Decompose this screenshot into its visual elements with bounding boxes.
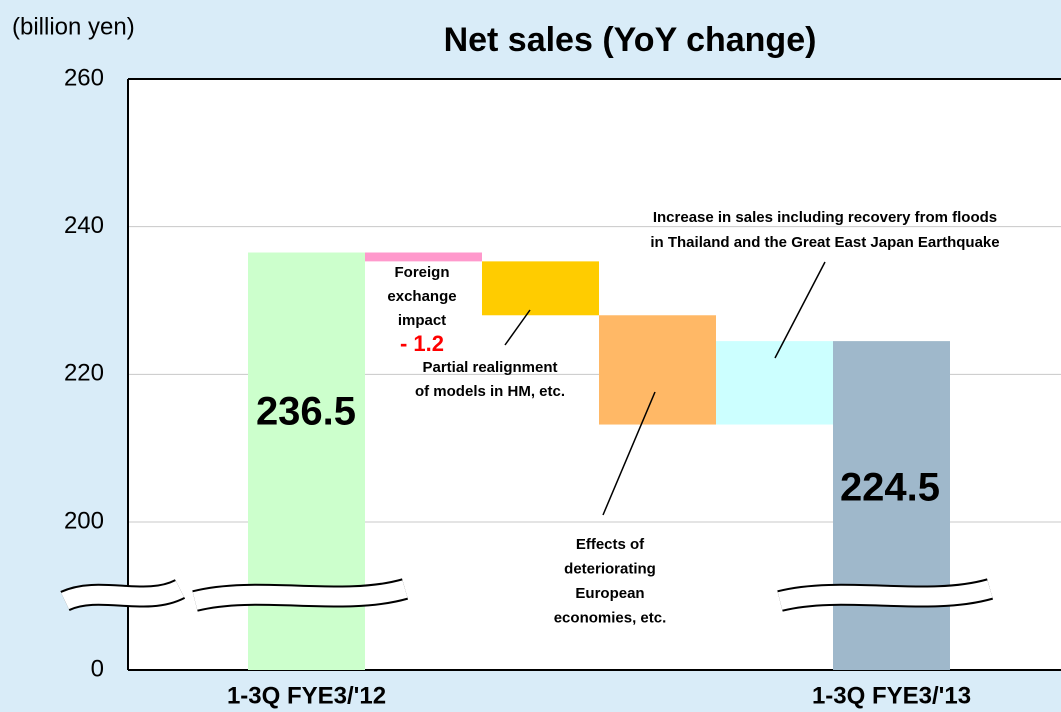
leader-line [602, 391, 656, 516]
bar [482, 261, 599, 316]
value-label: 224.5 [840, 466, 940, 510]
y-tick-label: 0 [91, 655, 104, 682]
chart-title: Net sales (YoY change) [444, 21, 817, 59]
annotation: impact [398, 312, 446, 329]
axis-break [192, 580, 408, 610]
annotation: Foreign [395, 264, 450, 281]
annotation: economies, etc. [554, 609, 667, 626]
y-tick-label: 260 [64, 64, 104, 91]
axis-break [777, 580, 993, 610]
axis-break [61, 580, 185, 610]
bar [599, 315, 716, 425]
annotation: Effects of [576, 536, 645, 553]
y-tick-label: 200 [64, 507, 104, 534]
annotation: of models in HM, etc. [415, 383, 565, 400]
annotation: Increase in sales including recovery fro… [653, 209, 997, 226]
y-tick-label: 240 [64, 212, 104, 239]
y-tick-label: 220 [64, 360, 104, 387]
x-tick-label: 1-3Q FYE3/'12 [227, 682, 386, 709]
annotation: European [575, 585, 644, 602]
annotation: deteriorating [564, 560, 656, 577]
y-axis-label: (billion yen) [12, 13, 135, 40]
annotation: exchange [387, 288, 456, 305]
x-tick-label: 1-3Q FYE3/'13 [812, 682, 971, 709]
bar [716, 341, 833, 425]
bar [365, 252, 482, 262]
value-label: 236.5 [256, 390, 356, 434]
leader-line [504, 309, 531, 346]
annotation: in Thailand and the Great East Japan Ear… [650, 234, 999, 251]
bar [833, 341, 950, 670]
annotation: Partial realignment [422, 359, 557, 376]
value-label: - 1.2 [400, 331, 444, 356]
leader-line [774, 261, 826, 359]
